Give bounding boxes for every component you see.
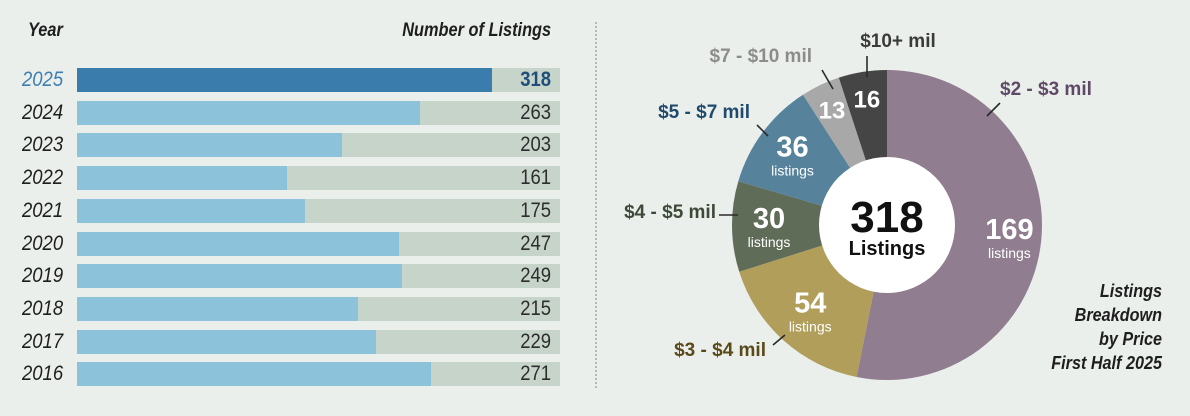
bar-track: 229 — [77, 329, 560, 354]
bar-2022 — [77, 166, 288, 191]
bar-track: 203 — [77, 133, 560, 158]
slice-value-label: 169 — [985, 214, 1033, 246]
slice-value-label: 54 — [794, 288, 826, 320]
bar-2018 — [77, 296, 358, 321]
slice-unit-label: listings — [789, 319, 832, 335]
slice-value-label: 36 — [776, 131, 808, 163]
bar-track: 271 — [77, 362, 560, 387]
bar-row-2016: 2016 271 — [0, 362, 580, 387]
divider — [595, 22, 597, 388]
bar-value-label: 161 — [520, 166, 551, 190]
bar-chart: 2025 318 2024 263 2023 203 2022 161 2021 175 2020 2… — [0, 0, 580, 416]
slice-category-label: $3 - $4 mil — [674, 340, 766, 361]
bar-row-2023: 2023 203 — [0, 133, 580, 158]
year-label: 2024 — [22, 100, 64, 124]
bar-value-label: 263 — [520, 100, 551, 124]
caption-line: Breakdown — [1074, 305, 1162, 325]
bar-value-label: 249 — [520, 264, 551, 288]
bar-value-label: 318 — [520, 68, 551, 91]
year-label: 2017 — [22, 329, 64, 353]
year-label: 2020 — [22, 231, 64, 255]
bar-track: 318 — [77, 68, 560, 92]
slice-category-label: $5 - $7 mil — [658, 102, 750, 123]
bar-2021 — [77, 198, 306, 223]
slice-value-label: 30 — [753, 203, 785, 235]
slice-leader-line — [756, 124, 769, 137]
bar-2016 — [77, 362, 431, 387]
year-label: 2023 — [22, 133, 64, 157]
bar-row-2024: 2024 263 — [0, 100, 580, 125]
slice-unit-label: listings — [748, 234, 791, 250]
slice-category-label: $10+ mil — [860, 31, 936, 52]
caption-line: Listings — [1099, 281, 1162, 301]
bar-2024 — [77, 100, 421, 125]
bar-track: 247 — [77, 231, 560, 256]
donut-center-value: 318 — [850, 193, 923, 242]
slice-leader-line — [821, 69, 834, 90]
bar-track: 161 — [77, 166, 560, 191]
caption-line: by Price — [1098, 329, 1162, 349]
bar-2020 — [77, 231, 400, 256]
bar-track: 249 — [77, 264, 560, 289]
bar-2019 — [77, 264, 403, 289]
year-label: 2021 — [22, 198, 64, 222]
year-label: 2018 — [22, 296, 64, 320]
year-label: 2022 — [22, 166, 64, 190]
bar-row-2017: 2017 229 — [0, 329, 580, 354]
bar-row-2022: 2022 161 — [0, 166, 580, 191]
bar-2023 — [77, 133, 342, 158]
slice-value-label: 16 — [853, 87, 880, 114]
bar-value-label: 229 — [520, 329, 551, 353]
bar-2025 — [77, 68, 493, 92]
slice-leader-line — [986, 102, 1001, 117]
bar-2017 — [77, 329, 376, 354]
year-axis-header: Year — [28, 20, 63, 41]
bar-track: 263 — [77, 100, 560, 125]
bar-value-label: 175 — [520, 198, 551, 222]
pie-slice-2 — [732, 181, 887, 272]
year-label: 2025 — [22, 68, 64, 91]
bar-row-2019: 2019 249 — [0, 264, 580, 289]
slice-unit-label: listings — [988, 245, 1031, 261]
donut-hole — [819, 157, 955, 293]
pie-caption: Listings Breakdown by Price First Half 2… — [942, 279, 1162, 375]
slice-leader-line — [772, 334, 786, 346]
bar-row-2018: 2018 215 — [0, 296, 580, 321]
bar-track: 215 — [77, 296, 560, 321]
slice-category-label: $2 - $3 mil — [1000, 79, 1092, 100]
bar-value-label: 203 — [520, 133, 551, 157]
listings-axis-header: Number of Listings — [402, 20, 551, 41]
slice-category-label: $7 - $10 mil — [710, 46, 812, 67]
bar-row-2025: 2025 318 — [0, 68, 580, 92]
bar-value-label: 215 — [520, 296, 551, 320]
bar-track: 175 — [77, 198, 560, 223]
bar-value-label: 247 — [520, 231, 551, 255]
slice-unit-label: listings — [771, 162, 814, 178]
year-label: 2016 — [22, 362, 64, 386]
slice-value-label: 13 — [819, 97, 846, 124]
year-label: 2019 — [22, 264, 64, 288]
bar-value-label: 271 — [520, 362, 551, 386]
bar-row-2021: 2021 175 — [0, 198, 580, 223]
slice-category-label: $4 - $5 mil — [624, 202, 716, 223]
bar-row-2020: 2020 247 — [0, 231, 580, 256]
donut-center-label: Listings — [849, 238, 926, 260]
caption-line: First Half 2025 — [1051, 353, 1162, 373]
